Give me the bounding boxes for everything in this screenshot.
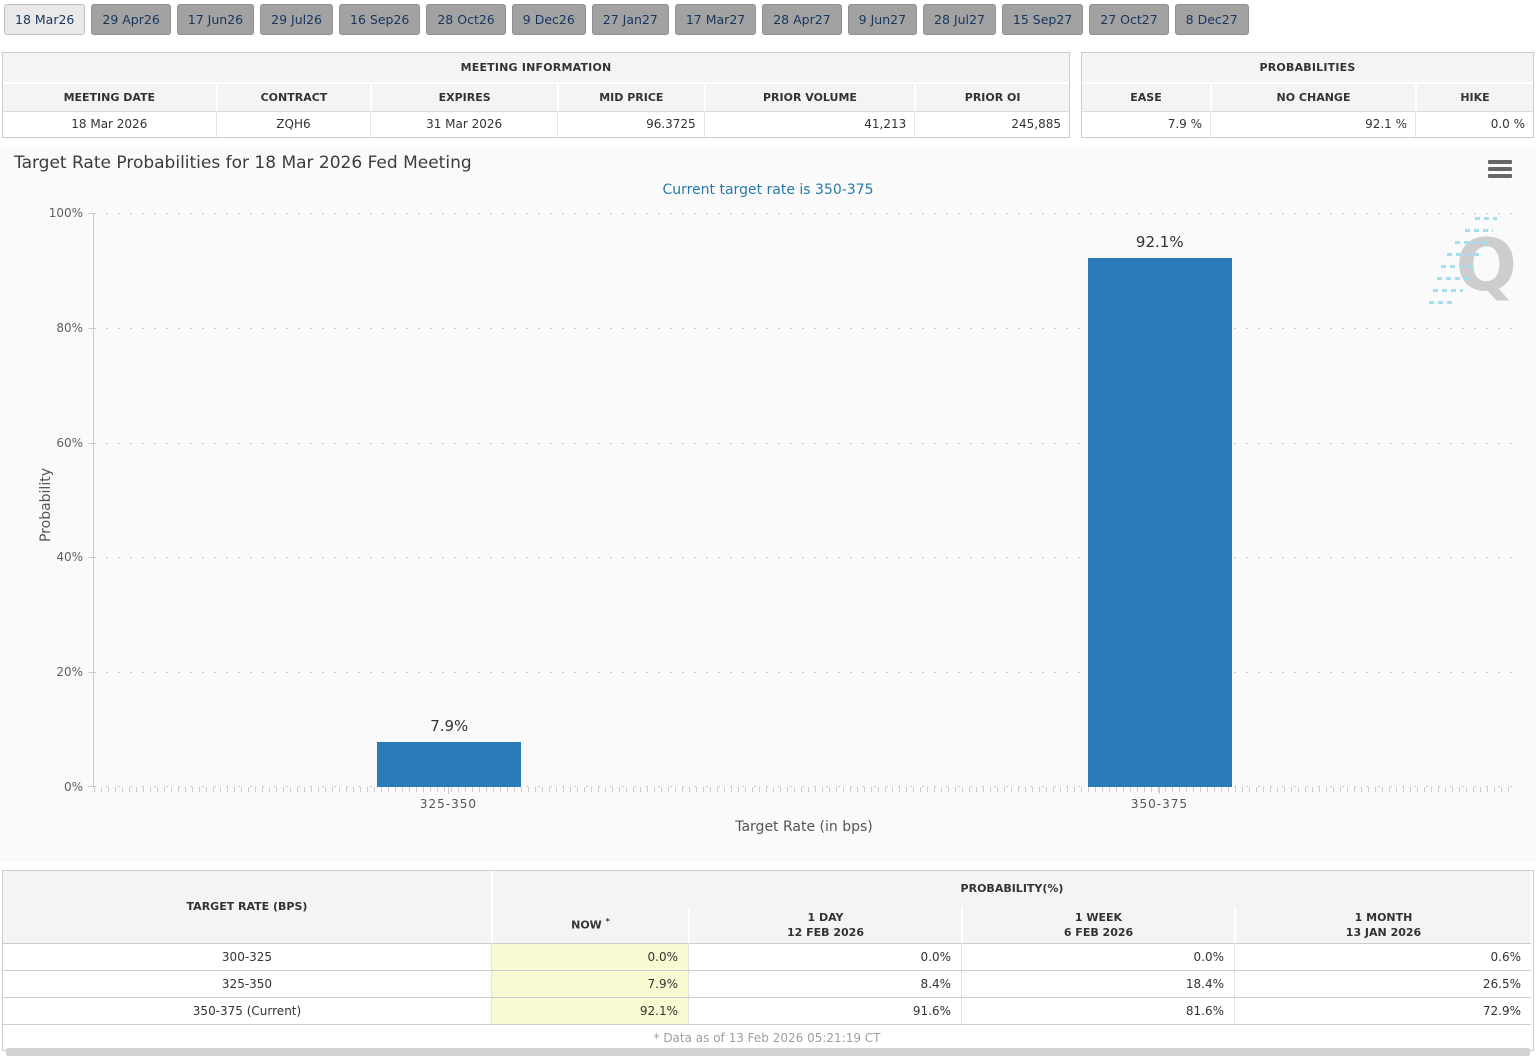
col-mid-price: MID PRICE (556, 84, 704, 111)
col-meeting-date: MEETING DATE (3, 84, 216, 111)
bar-group-350-375: 92.1% (1087, 213, 1232, 787)
col-prior-volume: PRIOR VOLUME (703, 84, 915, 111)
ease-value: 7.9 % (1082, 111, 1210, 137)
day-325-350: 8.4% (688, 970, 961, 997)
week-350-375: 81.6% (961, 997, 1234, 1024)
tab-29-apr26[interactable]: 29 Apr26 (91, 4, 171, 35)
tab-28-jul27[interactable]: 28 Jul27 (923, 4, 996, 35)
meeting-information-table: MEETING INFORMATION MEETING DATE CONTRAC… (2, 52, 1070, 138)
chart-subtitle: Current target rate is 350-375 (662, 182, 874, 198)
month-350-375: 72.9% (1234, 997, 1531, 1024)
tab-17-jun26[interactable]: 17 Jun26 (176, 4, 255, 35)
bottom-scroll-track (6, 1048, 1530, 1056)
gridline-40 (94, 557, 1515, 559)
y-tick-0: 0% (63, 780, 83, 794)
tab-28-oct26[interactable]: 28 Oct26 (426, 4, 506, 35)
rate-300-325: 300-325 (3, 943, 491, 970)
col-target-rate-bps: TARGET RATE (BPS) (3, 871, 491, 943)
tab-15-sep27[interactable]: 15 Sep27 (1001, 4, 1084, 35)
col-no-change: NO CHANGE (1210, 84, 1415, 111)
tab-27-oct27[interactable]: 27 Oct27 (1089, 4, 1169, 35)
now-350-375: 92.1% (491, 997, 688, 1024)
tab-17-mar27[interactable]: 17 Mar27 (674, 4, 757, 35)
contract-value: ZQH6 (215, 111, 371, 137)
quikstrike-watermark: Q (1429, 217, 1517, 312)
probability-bar-350-375 (1087, 258, 1232, 787)
col-ease: EASE (1082, 84, 1210, 111)
bar-value-label: 92.1% (1135, 233, 1184, 252)
target-rate-chart: Target Rate Probabilities for 18 Mar 202… (0, 145, 1536, 862)
meeting-information-title: MEETING INFORMATION (3, 53, 1069, 84)
col-contract: CONTRACT (215, 84, 371, 111)
week-300-325: 0.0% (961, 943, 1234, 970)
x-category-325-350: 325-350 (419, 797, 478, 811)
bar-value-label: 7.9% (430, 716, 469, 735)
col-1-week: 1 WEEK 6 FEB 2026 (961, 907, 1234, 943)
y-axis-tick-labels: 100% 80% 60% 40% 20% 0% (0, 206, 88, 794)
x-category-350-375: 350-375 (1130, 797, 1188, 811)
meeting-tab-bar: 18 Mar26 29 Apr26 17 Jun26 29 Jul26 16 S… (4, 4, 1249, 35)
y-tick-100: 100% (48, 206, 83, 220)
data-as-of-footnote: * Data as of 13 Feb 2026 05:21:19 CT (3, 1024, 1531, 1050)
probabilities-summary-table: PROBABILITIES EASE NO CHANGE HIKE 7.9 % … (1081, 52, 1534, 138)
gridline-20 (94, 672, 1515, 674)
probability-bar-325-350 (377, 741, 522, 787)
probabilities-title: PROBABILITIES (1082, 53, 1533, 84)
month-300-325: 0.6% (1234, 943, 1531, 970)
y-tick-40: 40% (56, 550, 83, 565)
now-300-325: 0.0% (491, 943, 688, 970)
now-325-350: 7.9% (491, 970, 688, 997)
probabilities-data-row: 7.9 % 92.1 % 0.0 % (1082, 111, 1533, 137)
chart-menu-icon[interactable] (1485, 156, 1515, 182)
no-change-value: 92.1 % (1210, 111, 1415, 137)
tab-27-jan27[interactable]: 27 Jan27 (591, 4, 669, 35)
week-325-350: 18.4% (961, 970, 1234, 997)
probabilities-header-row: EASE NO CHANGE HIKE (1082, 84, 1533, 111)
x-axis-title: Target Rate (in bps) (735, 819, 873, 835)
mid-price-value: 96.3725 (556, 111, 704, 137)
tab-28-apr27[interactable]: 28 Apr27 (762, 4, 842, 35)
tab-9-jun27[interactable]: 9 Jun27 (847, 4, 918, 35)
col-1-month: 1 MONTH 13 JAN 2026 (1234, 907, 1531, 943)
rate-350-375-current: 350-375 (Current) (3, 997, 491, 1024)
tab-9-dec26[interactable]: 9 Dec26 (511, 4, 586, 35)
y-tick-60: 60% (56, 435, 83, 450)
meeting-information-header-row: MEETING DATE CONTRACT EXPIRES MID PRICE … (3, 84, 1069, 111)
prior-volume-value: 41,213 (703, 111, 915, 137)
tab-8-dec27[interactable]: 8 Dec27 (1174, 4, 1249, 35)
prior-oi-value: 245,885 (914, 111, 1069, 137)
month-325-350: 26.5% (1234, 970, 1531, 997)
gridline-80 (94, 327, 1515, 329)
expires-value: 31 Mar 2026 (370, 111, 557, 137)
plot-area: 7.9% 92.1% (88, 213, 1515, 794)
hike-value: 0.0 % (1415, 111, 1533, 137)
rate-325-350: 325-350 (3, 970, 491, 997)
gridline-60 (94, 442, 1515, 444)
tab-16-sep26[interactable]: 16 Sep26 (339, 4, 421, 35)
y-tick-20: 20% (56, 665, 83, 680)
col-1-day: 1 DAY 12 FEB 2026 (688, 907, 961, 943)
tab-18-mar26[interactable]: 18 Mar26 (4, 4, 86, 35)
y-tick-80: 80% (56, 320, 83, 335)
col-prior-oi: PRIOR OI (914, 84, 1069, 111)
day-300-325: 0.0% (688, 943, 961, 970)
gridline-0 (94, 786, 1515, 787)
tab-29-jul26[interactable]: 29 Jul26 (260, 4, 333, 35)
col-expires: EXPIRES (370, 84, 557, 111)
gridline-100 (94, 213, 1515, 214)
col-now: NOW * (491, 907, 688, 943)
bar-group-325-350: 7.9% (377, 213, 522, 787)
meeting-information-data-row: 18 Mar 2026 ZQH6 31 Mar 2026 96.3725 41,… (3, 111, 1069, 137)
day-350-375: 91.6% (688, 997, 961, 1024)
x-axis-minor-ticks (94, 787, 1515, 792)
col-group-probability-pct: PROBABILITY(%) (491, 871, 1531, 907)
chart-title: Target Rate Probabilities for 18 Mar 202… (14, 153, 472, 173)
probability-history-table: TARGET RATE (BPS) PROBABILITY(%) NOW * 1… (2, 870, 1534, 1051)
col-hike: HIKE (1415, 84, 1533, 111)
meeting-date-value: 18 Mar 2026 (3, 111, 216, 137)
